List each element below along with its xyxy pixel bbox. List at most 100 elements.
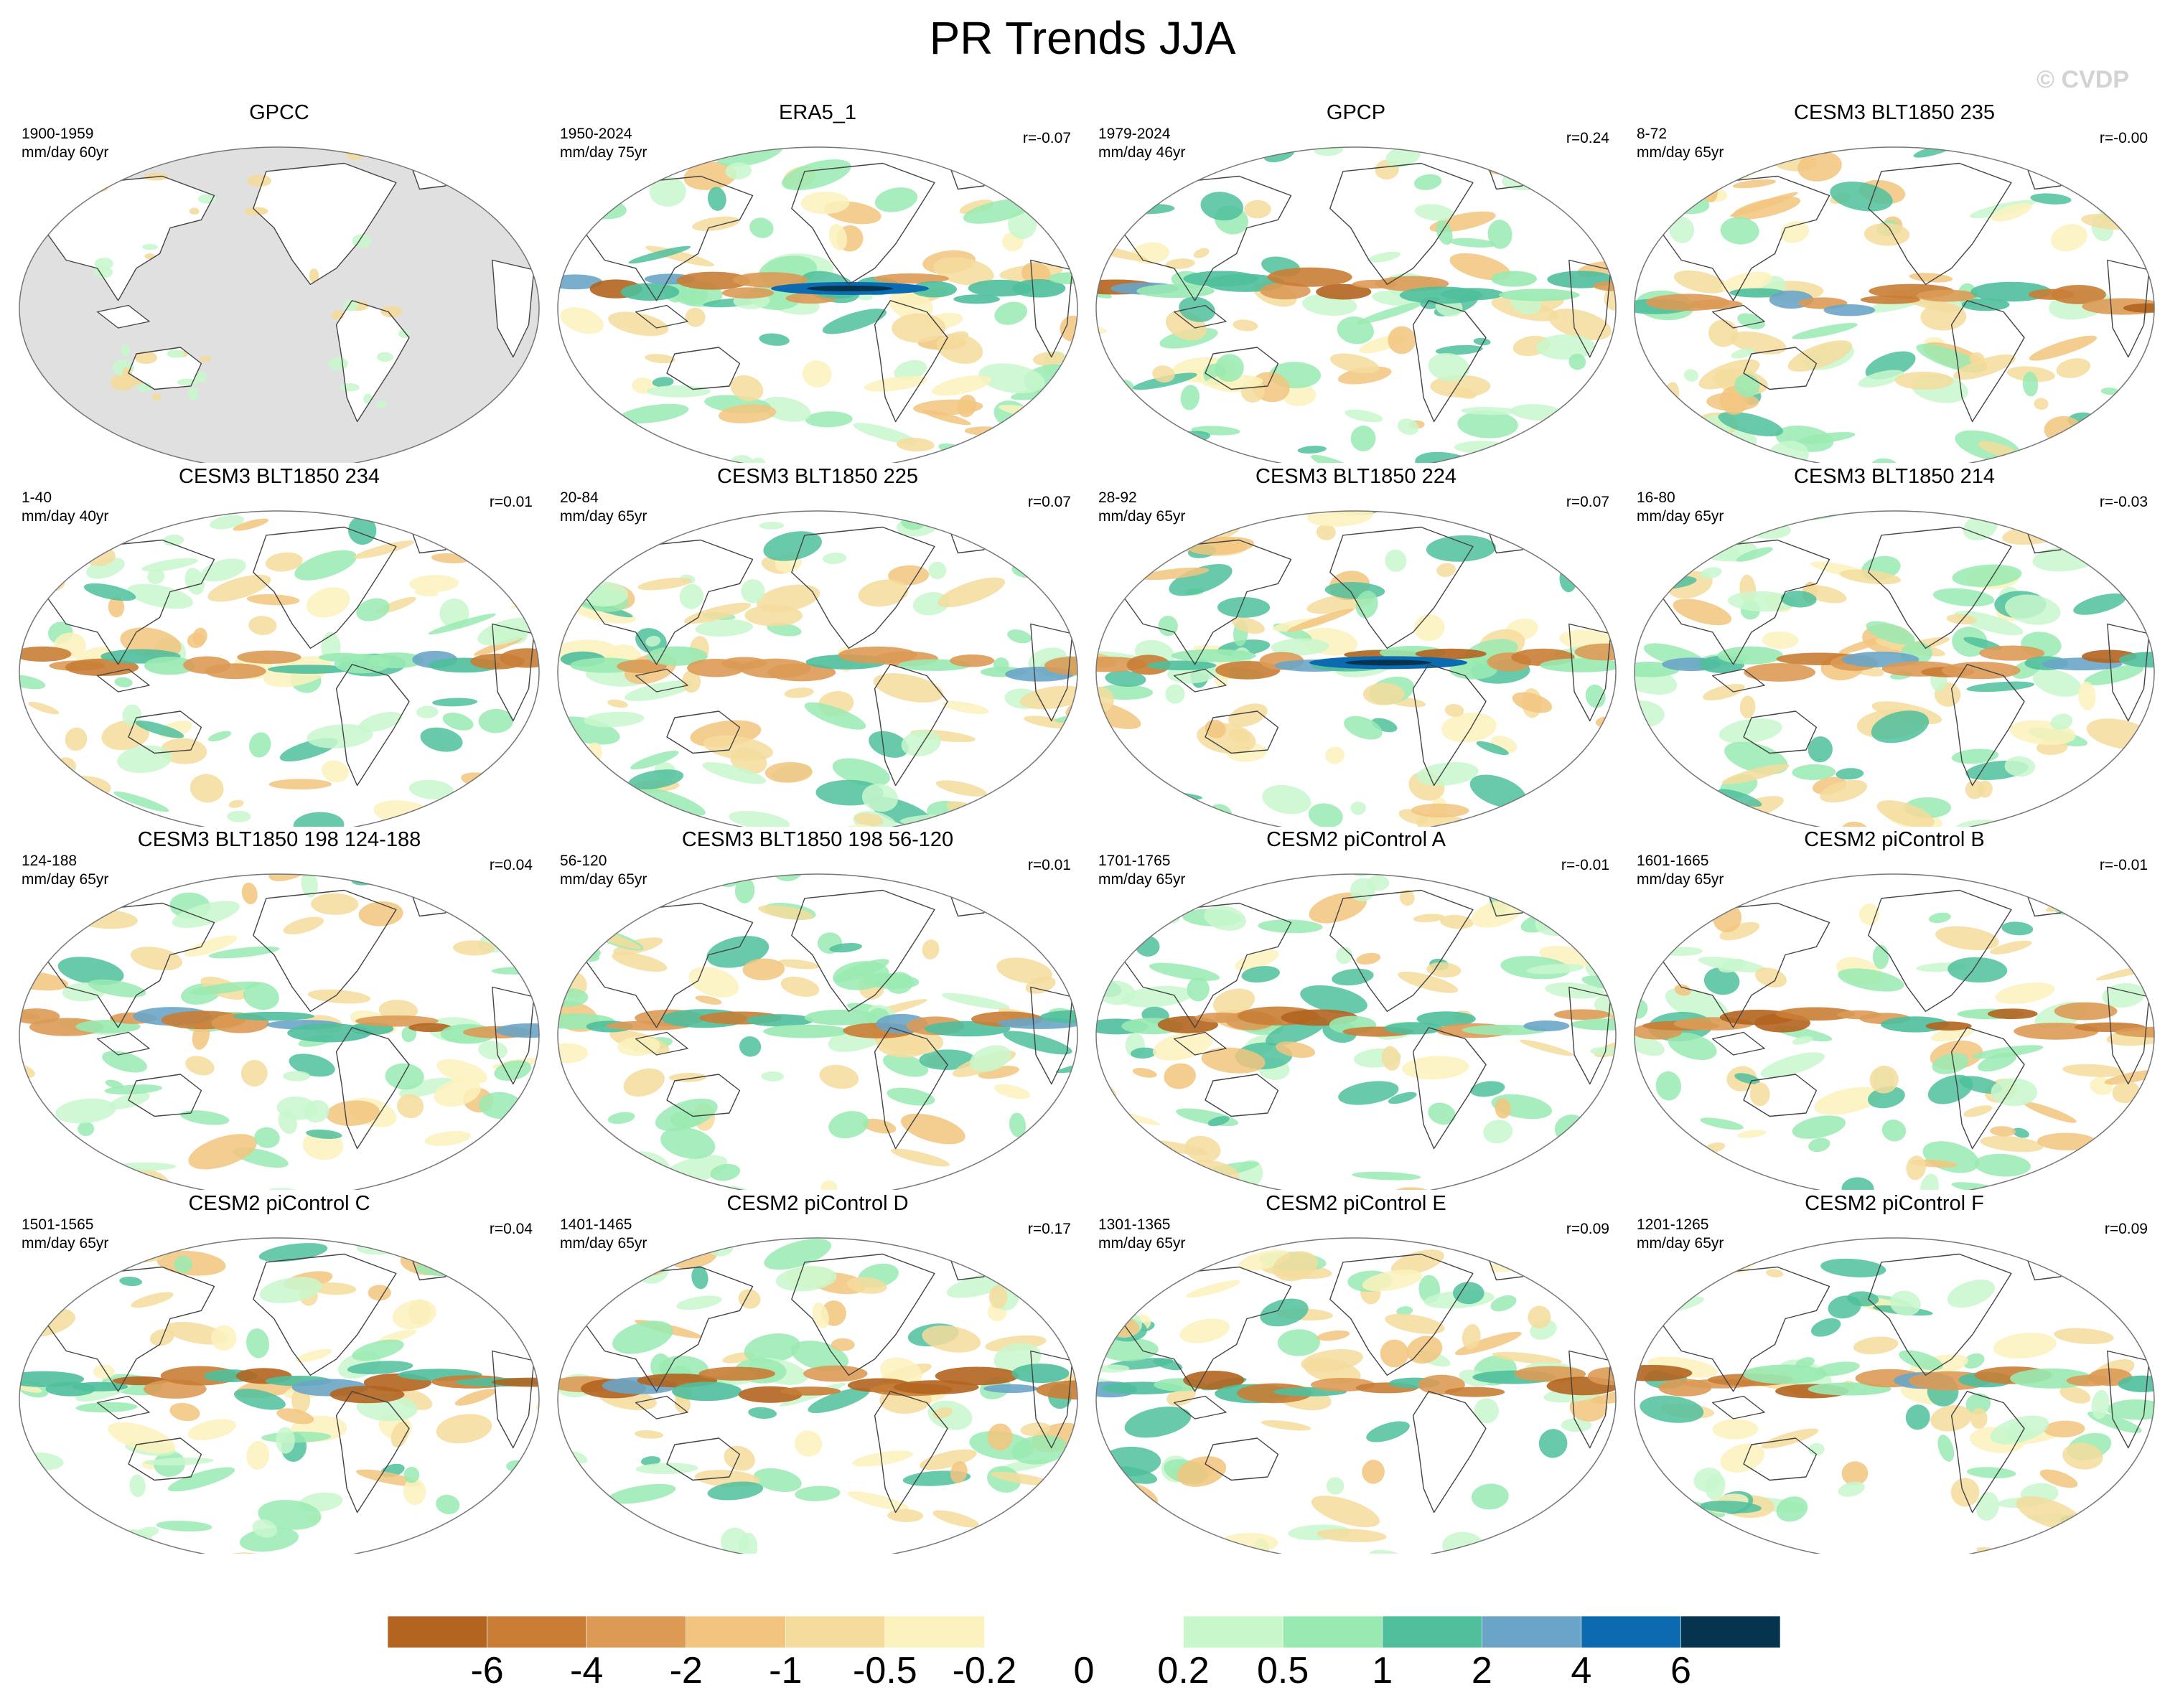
trend-blob <box>1397 418 1419 436</box>
trend-blob <box>1261 1420 1311 1431</box>
trend-blob <box>1732 179 1777 189</box>
trend-blob <box>1792 1036 1813 1045</box>
trend-blob <box>2034 398 2049 410</box>
panel-period: 1979-2024 <box>1098 126 1171 142</box>
trend-blob <box>1846 1291 1879 1307</box>
trend-blob <box>1234 949 1279 971</box>
trend-blob <box>1545 982 1604 999</box>
trend-blob <box>454 1389 497 1406</box>
trend-blob <box>307 587 350 618</box>
trend-blob <box>2105 148 2154 159</box>
trend-blob <box>119 1277 143 1286</box>
trend-blob <box>896 437 935 452</box>
colorbar-tick-label: 0.5 <box>1256 1650 1309 1691</box>
trend-blob <box>695 995 722 1005</box>
trend-blob <box>828 223 848 251</box>
panel-units: mm/day 65yr <box>1098 508 1186 525</box>
globe-border <box>1095 1237 1617 1554</box>
trend-blob <box>239 1527 299 1552</box>
panel-units: mm/day 46yr <box>1098 144 1186 161</box>
colorbar-segment <box>1282 1616 1383 1648</box>
panel-title: ERA5_1 <box>778 101 856 124</box>
coastline <box>1030 1350 1073 1449</box>
coastline <box>128 347 202 390</box>
trend-blob <box>1023 1249 1059 1267</box>
map-svg <box>1634 1237 2155 1554</box>
coastline <box>96 668 150 693</box>
panel-period: 56-120 <box>560 853 607 869</box>
trend-blob <box>1734 147 1752 165</box>
trend-blob <box>1009 1112 1027 1137</box>
trend-blob <box>267 665 351 674</box>
coastline <box>335 1027 410 1150</box>
trend-blob <box>1428 352 1470 382</box>
trend-blob <box>1540 1544 1577 1554</box>
trend-blob <box>698 1366 776 1381</box>
trend-blob <box>1414 204 1454 221</box>
trend-blob <box>1760 1052 1825 1078</box>
panel-period: 16-80 <box>1637 489 1675 506</box>
coastline <box>2107 986 2150 1085</box>
trend-blob <box>1282 384 1317 406</box>
coastline <box>1743 1074 1818 1117</box>
trend-blob <box>259 1277 322 1303</box>
trend-blob <box>78 1121 95 1137</box>
globe-border <box>1095 873 1617 1190</box>
trend-blob <box>2023 1102 2077 1123</box>
trend-blob <box>1436 220 1453 245</box>
trend-blob <box>205 663 266 680</box>
trend-blob <box>558 1506 619 1529</box>
coastline <box>1711 668 1765 693</box>
coastline <box>791 162 935 286</box>
trend-blob <box>289 1054 335 1077</box>
colorbar-tick-label: 0.2 <box>1157 1650 1210 1691</box>
trend-blob <box>1362 1270 1423 1292</box>
trend-blob <box>1587 1366 1616 1386</box>
trend-blob <box>241 882 258 905</box>
trend-blob <box>2106 1399 2154 1420</box>
colorbar-segment <box>785 1616 886 1648</box>
trend-blob <box>1866 621 1915 645</box>
trend-blob <box>607 699 628 708</box>
coastline <box>1868 1253 2012 1376</box>
trend-blob <box>1776 1496 1808 1522</box>
trend-blob <box>304 1099 329 1123</box>
trend-blob <box>1428 1102 1456 1125</box>
coastline <box>96 1031 150 1056</box>
trend-blob <box>1019 685 1077 710</box>
coastline <box>1173 1031 1227 1056</box>
trend-blob <box>1449 238 1497 248</box>
trend-blob <box>1574 643 1616 661</box>
trend-blob <box>1457 410 1518 438</box>
trend-blob <box>2112 1081 2140 1104</box>
trend-blob <box>851 1450 913 1467</box>
coastline <box>253 526 397 649</box>
trend-blob <box>1765 1269 1784 1277</box>
trend-blob <box>1937 1435 1955 1462</box>
trend-blob <box>630 751 679 770</box>
land-data-region <box>336 300 409 422</box>
globe-border <box>19 873 540 1190</box>
trend-blob <box>854 813 884 827</box>
trend-blob <box>2012 1127 2029 1138</box>
coastline <box>1568 259 1612 358</box>
trend-blob <box>1033 909 1073 924</box>
trend-blob <box>808 1387 870 1414</box>
colorbar-tick-label: 1 <box>1372 1650 1393 1691</box>
trend-blob <box>136 1526 159 1538</box>
trend-blob <box>240 1059 268 1087</box>
trend-blob <box>293 812 345 827</box>
trend-blob <box>1308 803 1343 827</box>
trend-blob <box>118 377 143 386</box>
trend-blob <box>353 540 415 559</box>
trend-blob <box>108 596 125 618</box>
trend-blob <box>805 411 853 428</box>
trend-blob <box>1538 1429 1568 1458</box>
map-panel: CESM3 BLT1850 198 56-120 56-120 mm/day 65y… <box>548 828 1087 1190</box>
trend-blob <box>1867 1086 1905 1109</box>
panel-period: 1900-1959 <box>22 126 94 142</box>
trend-blob <box>2029 1542 2079 1554</box>
trend-blob <box>1024 715 1074 729</box>
trend-blob <box>1158 615 1178 637</box>
trend-blob <box>1655 1071 1681 1101</box>
